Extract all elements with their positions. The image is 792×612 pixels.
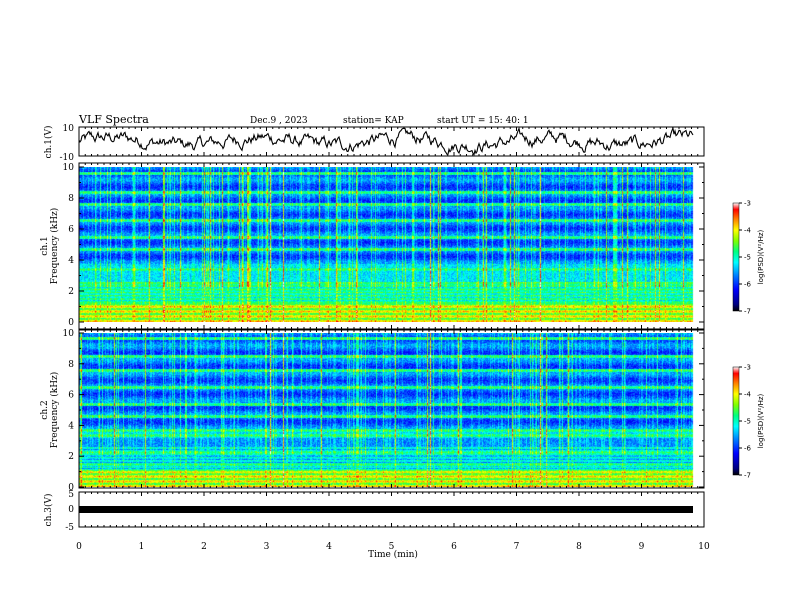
start-time-label: start UT = 15: 40: 1 [437, 116, 529, 126]
colorbar-tick-label: -7 [744, 308, 751, 316]
ch3-ytick-mid: 0 [68, 505, 74, 515]
x-tick-label: 9 [639, 542, 645, 552]
time-axis-label: Time (min) [368, 549, 418, 560]
ch3-waveform-ylabel: ch.3(V) [43, 494, 54, 527]
ch2-colorbar-gradient [732, 366, 740, 476]
ch1-ytick-top: 10 [63, 124, 75, 134]
ch2-spectrogram-image [79, 333, 704, 487]
ch2-colorbar: -3 -4 -5 -6 -7 log(PSD)(V²/Hz) [732, 364, 765, 480]
y-tick-label: 2 [68, 287, 74, 297]
x-tick-label: 10 [698, 542, 710, 552]
ch1-colorbar-label: log(PSD)(V²/Hz) [757, 229, 765, 284]
x-tick-label: 2 [201, 542, 207, 552]
x-tick-label: 7 [514, 542, 520, 552]
y-tick-label: 2 [68, 452, 74, 462]
x-tick-label: 6 [451, 542, 457, 552]
x-tick-label: 4 [326, 542, 332, 552]
ch3-ytick-bottom: -5 [65, 523, 74, 533]
ch2-spectrogram-panel: 0 2 4 6 8 10 ch.2 Frequency (kHz) [40, 329, 705, 493]
ch1-ytick-bottom: -10 [60, 153, 75, 163]
y-tick-label: 10 [63, 163, 75, 173]
ch3-ytick-top: 5 [68, 490, 74, 500]
y-tick-label: 6 [68, 225, 74, 235]
ch3-waveform-band [79, 506, 693, 513]
date-label: Dec.9 , 2023 [250, 116, 308, 126]
ch3-waveform-panel: 5 0 -5 ch.3(V) [43, 490, 705, 533]
y-tick-label: 0 [68, 318, 74, 328]
ch1-waveform-panel: 10 -10 ch.1(V) [43, 124, 705, 163]
ch1-waveform-line [78, 126, 694, 156]
colorbar-tick-label: -4 [744, 227, 752, 235]
y-tick-label: 8 [68, 360, 74, 370]
ch1-frequency-ylabel: Frequency (kHz) [49, 208, 60, 285]
colorbar-tick-label: -6 [744, 281, 752, 289]
ch1-spectrogram-panel: 0 2 4 6 8 10 ch.1 Frequency (kHz) [40, 162, 705, 330]
x-tick-label: 5 [389, 542, 395, 552]
ch1-spectrogram-ylabel: ch.1 [40, 236, 50, 255]
figure-title: VLF Spectra [78, 113, 149, 126]
colorbar-tick-label: -4 [744, 391, 752, 399]
y-tick-label: 8 [68, 194, 74, 204]
y-tick-label: 6 [68, 391, 74, 401]
y-tick-label: 0 [68, 483, 74, 493]
ch2-spectrogram-ylabel: ch.2 [40, 400, 50, 419]
ch1-colorbar: -3 -4 -5 -6 -7 log(PSD)(V²/Hz) [732, 200, 765, 316]
y-tick-label: 4 [68, 256, 74, 266]
x-tick-label: 8 [576, 542, 582, 552]
y-tick-label: 10 [63, 329, 75, 339]
ch2-colorbar-label: log(PSD)(V²/Hz) [757, 393, 765, 448]
x-tick-label: 3 [264, 542, 270, 552]
ch1-waveform-frame [78, 126, 705, 157]
colorbar-tick-label: -5 [744, 418, 751, 426]
x-tick-label: 1 [139, 542, 145, 552]
colorbar-tick-label: -3 [744, 200, 751, 208]
colorbar-tick-label: -5 [744, 254, 751, 262]
ch1-spectrogram-image [79, 167, 704, 322]
ch1-colorbar-gradient [732, 202, 740, 312]
colorbar-tick-label: -3 [744, 364, 751, 372]
ch2-frequency-ylabel: Frequency (kHz) [49, 372, 60, 449]
ch2-spectrogram-yticks: 0 2 4 6 8 10 [63, 329, 704, 493]
ch1-waveform-ylabel: ch.1(V) [43, 126, 54, 159]
colorbar-tick-label: -6 [744, 445, 752, 453]
time-axis-ticks: 0 1 2 3 4 5 6 7 8 9 10 [76, 127, 710, 552]
ch1-spectrogram-yticks: 0 2 4 6 8 10 [63, 163, 704, 328]
colorbar-tick-label: -7 [744, 472, 751, 480]
y-tick-label: 4 [68, 421, 74, 431]
x-tick-label: 0 [76, 542, 82, 552]
station-label: station= KAP [343, 116, 404, 126]
